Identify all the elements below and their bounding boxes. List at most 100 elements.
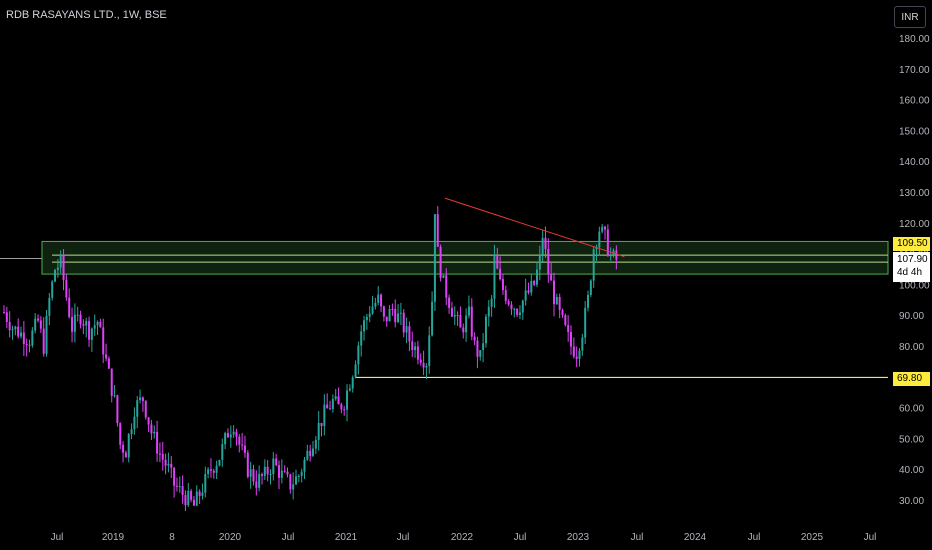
- y-tick-label: 90.00: [899, 311, 924, 322]
- candle-body: [354, 364, 357, 378]
- candle-body: [289, 474, 292, 490]
- candle-body: [524, 290, 527, 301]
- candle-body: [76, 314, 79, 316]
- x-tick-label: 2025: [801, 532, 824, 543]
- candle-body: [530, 280, 533, 293]
- y-tick-label: 180.00: [899, 34, 930, 45]
- candle-body: [241, 444, 244, 446]
- candle-body: [221, 444, 224, 461]
- candle-body: [510, 304, 513, 310]
- candle-body: [558, 297, 561, 310]
- x-tick-label: 2023: [567, 532, 590, 543]
- candle-body: [158, 453, 161, 455]
- candle-body: [411, 341, 414, 351]
- resistance-zone: [41, 240, 889, 275]
- current-price-tag: 107.90 4d 4h: [893, 252, 930, 282]
- candle-body: [161, 453, 164, 460]
- candle-body: [31, 330, 34, 346]
- candle-body: [88, 321, 91, 340]
- candle-body: [348, 388, 351, 391]
- candle-body: [184, 494, 187, 506]
- candle-body: [422, 362, 425, 368]
- candle-body: [192, 499, 195, 506]
- candle-body: [246, 452, 249, 477]
- candle-body: [150, 424, 153, 434]
- candle-body: [564, 315, 567, 326]
- candle-body: [297, 476, 300, 478]
- candle-body: [303, 459, 306, 472]
- candle-body: [490, 298, 493, 307]
- candle-body: [130, 429, 133, 435]
- candle-body: [207, 469, 210, 474]
- candle-body: [598, 231, 601, 248]
- support-level-tag: 69.80: [893, 372, 930, 386]
- y-tick-label: 130.00: [899, 188, 930, 199]
- candle-body: [314, 439, 317, 449]
- candle-body: [380, 294, 383, 307]
- candle-body: [448, 297, 451, 308]
- candle-body: [167, 463, 170, 466]
- candle-body: [79, 314, 82, 324]
- candle-body: [255, 481, 258, 488]
- x-tick-label: Jul: [748, 532, 761, 543]
- candle-body: [5, 312, 8, 322]
- candle-body: [493, 255, 496, 299]
- candle-body: [581, 337, 584, 351]
- candle-body: [340, 404, 343, 410]
- candle-body: [45, 315, 48, 354]
- symbol-title[interactable]: RDB RASAYANS LTD., 1W, BSE: [6, 9, 167, 21]
- x-tick-label: Jul: [631, 532, 644, 543]
- candle-body: [51, 281, 54, 298]
- candle-body: [136, 400, 139, 417]
- candle-body: [85, 321, 88, 326]
- candle-body: [306, 450, 309, 460]
- candle-body: [187, 490, 190, 506]
- candle-body: [615, 250, 618, 260]
- candle-body: [190, 490, 193, 500]
- candle-body: [516, 308, 519, 316]
- candle-body: [462, 327, 465, 333]
- candle-body: [544, 237, 547, 249]
- candle-body: [425, 366, 428, 368]
- candle-body: [479, 350, 482, 357]
- candle-body: [224, 433, 227, 445]
- candle-body: [326, 404, 329, 409]
- candle-body: [260, 474, 263, 476]
- candle-body: [34, 318, 37, 331]
- candle-body: [37, 318, 40, 321]
- candle-body: [82, 323, 85, 326]
- candle-body: [277, 465, 280, 478]
- candle-body: [538, 254, 541, 270]
- candle-body: [436, 214, 439, 247]
- x-tick-label: Jul: [397, 532, 410, 543]
- candle-body: [604, 226, 607, 230]
- candle-body: [527, 290, 530, 293]
- candle-body: [62, 254, 65, 280]
- candle-body: [249, 469, 252, 477]
- currency-button[interactable]: INR: [894, 6, 926, 28]
- candle-body: [606, 229, 609, 256]
- candle-body: [535, 269, 538, 285]
- candle-body: [14, 326, 17, 330]
- candle-body: [470, 306, 473, 337]
- candle-body: [198, 491, 201, 496]
- candle-body: [329, 408, 332, 410]
- candle-body: [164, 459, 167, 466]
- candle-body: [312, 448, 315, 456]
- candle-body: [450, 307, 453, 317]
- candle-body: [482, 343, 485, 351]
- candle-body: [266, 466, 269, 475]
- candle-body: [408, 326, 411, 342]
- candle-body: [473, 336, 476, 341]
- candle-body: [107, 358, 110, 369]
- candle-body: [456, 315, 459, 317]
- candle-body: [587, 294, 590, 308]
- candle-body: [252, 469, 255, 482]
- candle-body: [360, 331, 363, 346]
- candle-body: [141, 397, 144, 401]
- candle-body: [371, 306, 374, 314]
- candle-body: [65, 279, 68, 298]
- candle-body: [541, 237, 544, 255]
- candle-body: [382, 306, 385, 317]
